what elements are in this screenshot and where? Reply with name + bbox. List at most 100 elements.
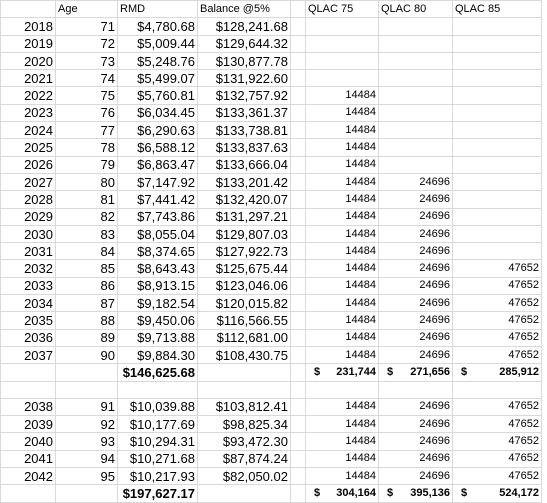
cell (290, 467, 306, 486)
cell: 14484 (305, 415, 379, 434)
cell (378, 17, 453, 36)
data-row: 2039 92 $10,177.69 $98,825.34 14484 24696 4765… (0, 415, 542, 434)
data-row: 2029 82 $7,743.86 $131,297.21 14484 24696 (0, 207, 542, 226)
data-row: 2026 79 $6,863.47 $133,666.04 14484 (0, 155, 542, 174)
currency-symbol: $ (387, 365, 394, 378)
cell: $127,922.73 (197, 242, 291, 261)
cell: QLAC 85 (452, 0, 542, 19)
cell: $133,837.63 (197, 138, 291, 157)
cell: 24696 (378, 224, 453, 244)
cell: $129,644.32 (197, 34, 291, 53)
cell (378, 34, 453, 53)
currency-symbol: $ (314, 365, 321, 378)
cell: $146,625.68 (117, 363, 198, 382)
cell: $133,738.81 (197, 121, 291, 140)
cell: $131,922.60 (197, 69, 291, 88)
cell: $108,430.75 (197, 345, 291, 365)
cell: 2041 (0, 449, 56, 469)
cell (452, 138, 542, 157)
cell: 90 (55, 345, 118, 365)
cell: 14484 (305, 207, 379, 226)
cell (452, 155, 542, 174)
data-row: 2033 86 $8,913.15 $123,046.06 14484 24696 4765… (0, 276, 542, 296)
cell: 24696 (378, 190, 453, 209)
cell: $98,825.34 (197, 415, 291, 434)
cell: 47652 (452, 311, 542, 330)
cell (290, 190, 306, 209)
cell: 47652 (452, 415, 542, 434)
cell (290, 0, 306, 19)
cell (290, 345, 306, 365)
cell: 14484 (305, 397, 379, 417)
cell: 2032 (0, 259, 56, 278)
cell: 2027 (0, 172, 56, 192)
cell (55, 363, 118, 382)
cell (0, 0, 56, 19)
data-row: 2038 91 $10,039.88 $103,812.41 14484 24696 476… (0, 397, 542, 417)
cell (452, 17, 542, 36)
cell (290, 449, 306, 469)
cell: 78 (55, 138, 118, 157)
cell (290, 415, 306, 434)
cell (290, 172, 306, 192)
cell: 76 (55, 103, 118, 123)
data-row: 2022 75 $5,760.81 $132,757.92 14484 (0, 86, 542, 105)
amount: 395,136 (410, 486, 450, 499)
cell: 80 (55, 172, 118, 192)
data-row: 2020 73 $5,248.76 $130,877.78 (0, 51, 542, 71)
cell: 2028 (0, 190, 56, 209)
cell: 47652 (452, 467, 542, 486)
cell: $9,884.30 (117, 345, 198, 365)
cell: 2030 (0, 224, 56, 244)
cell: 2023 (0, 103, 56, 123)
cell: 24696 (378, 311, 453, 330)
cell (452, 103, 542, 123)
cell: $5,760.81 (117, 86, 198, 105)
cell (290, 380, 306, 399)
total-row: $146,625.68 $231,744 $271,656 $285,912 (0, 363, 542, 382)
cell (197, 380, 291, 399)
cell (305, 380, 379, 399)
data-row: 2028 81 $7,441.42 $132,420.07 14484 24696 (0, 190, 542, 209)
cell: 24696 (378, 242, 453, 261)
cell: $6,863.47 (117, 155, 198, 174)
cell: $133,361.37 (197, 103, 291, 123)
data-row: 2019 72 $5,009.44 $129,644.32 (0, 34, 542, 53)
cell: 24696 (378, 415, 453, 434)
cell: $285,912 (452, 363, 542, 382)
data-row: 2032 85 $8,643.43 $125,675.44 14484 24696 4765… (0, 259, 542, 278)
cell: QLAC 75 (305, 0, 379, 19)
cell (290, 328, 306, 347)
cell: $10,177.69 (117, 415, 198, 434)
cell: 14484 (305, 311, 379, 330)
cell (290, 397, 306, 417)
cell: 2020 (0, 51, 56, 71)
cell (452, 207, 542, 226)
cell: 83 (55, 224, 118, 244)
cell (290, 311, 306, 330)
cell: $123,046.06 (197, 276, 291, 296)
data-row: 2027 80 $7,147.92 $133,201.42 14484 24696 (0, 172, 542, 192)
cell (378, 138, 453, 157)
cell: 82 (55, 207, 118, 226)
cell: 2018 (0, 17, 56, 36)
cell (290, 363, 306, 382)
cell: 14484 (305, 121, 379, 140)
cell: $6,588.12 (117, 138, 198, 157)
cell: 14484 (305, 467, 379, 486)
cell: 2029 (0, 207, 56, 226)
cell (452, 34, 542, 53)
cell: 74 (55, 69, 118, 88)
cell: $9,182.54 (117, 294, 198, 313)
currency-symbol: $ (461, 486, 468, 499)
cell (305, 69, 379, 88)
cell: 2033 (0, 276, 56, 296)
cell: $6,290.63 (117, 121, 198, 140)
cell (0, 380, 56, 399)
cell (290, 34, 306, 53)
cell (290, 207, 306, 226)
cell (378, 103, 453, 123)
cell: 89 (55, 328, 118, 347)
cell: 2031 (0, 242, 56, 261)
cell: 14484 (305, 276, 379, 296)
